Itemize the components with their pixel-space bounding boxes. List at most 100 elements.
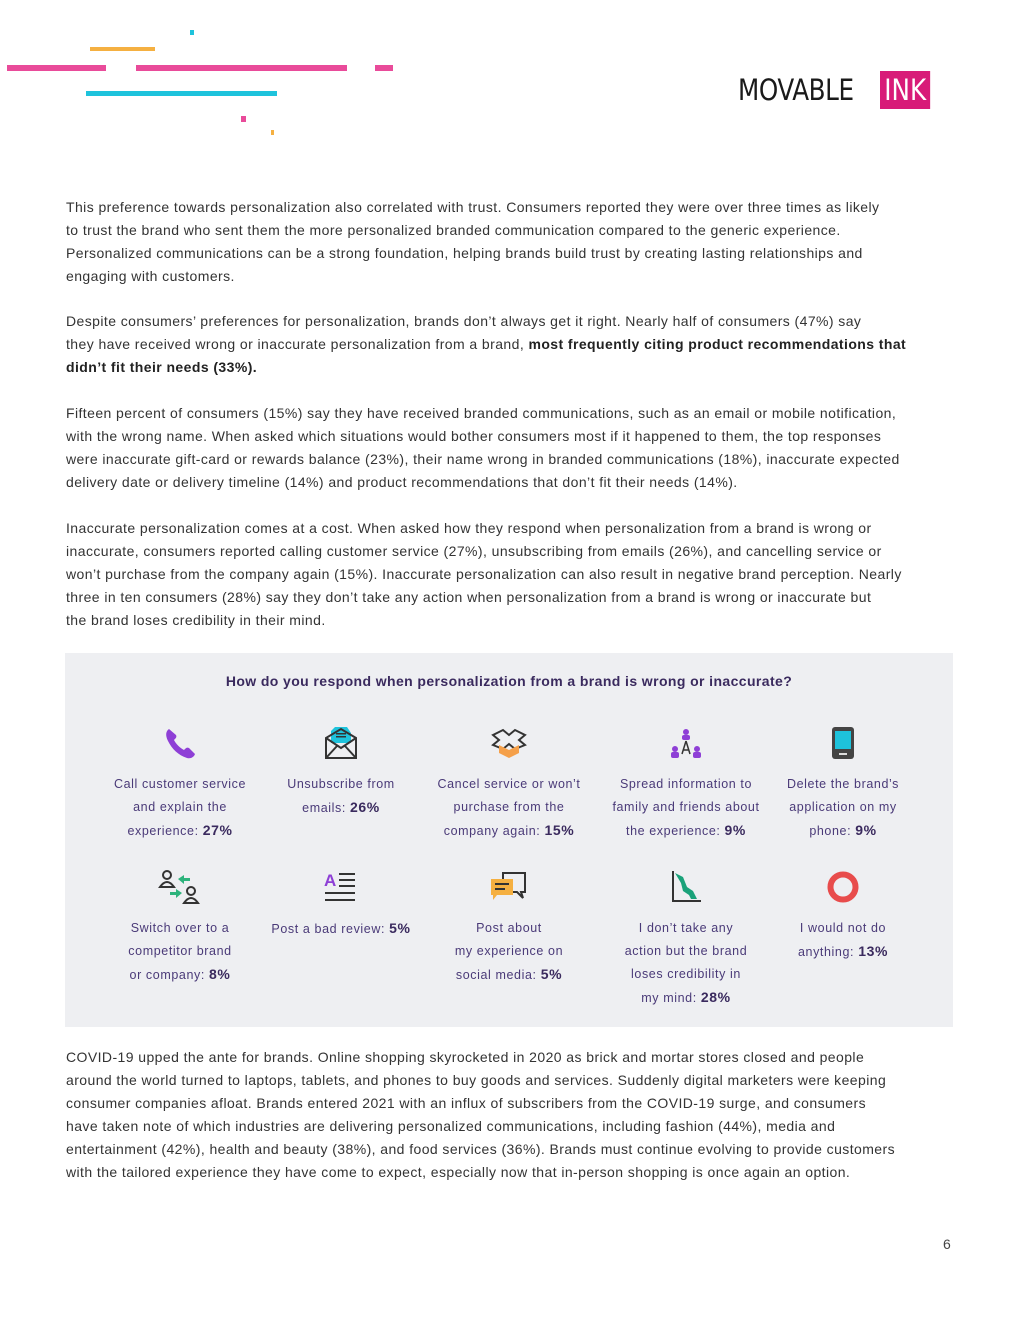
text-line: engaging with customers. xyxy=(66,265,879,288)
svg-text:A: A xyxy=(324,871,336,890)
deco-bar xyxy=(241,116,246,122)
text-line: This preference towards personalization … xyxy=(66,196,879,219)
deco-bar xyxy=(86,91,277,96)
text-line: didn’t fit their needs (33%). xyxy=(66,356,906,379)
response-item: Post about my experience on social media: … xyxy=(424,869,594,987)
text-segment: Despite consumers’ preferences for perso… xyxy=(66,313,862,329)
text-segment: around the world turned to laptops, tabl… xyxy=(66,1072,887,1088)
text-line: delivery date or delivery timeline (14%)… xyxy=(66,471,900,494)
response-item: I don’t take any action but the brand lose… xyxy=(601,869,771,1010)
text-segment: COVID-19 upped the ante for brands. Onli… xyxy=(66,1049,865,1065)
envelope-icon xyxy=(256,725,426,761)
page-number: 6 xyxy=(943,1236,951,1252)
response-item: A Post a bad review: 5% xyxy=(256,869,426,941)
label-text: phone: xyxy=(809,824,856,838)
text-line: to trust the brand who sent them the mor… xyxy=(66,219,879,242)
paragraph-inaccurate-personalization: Despite consumers’ preferences for perso… xyxy=(66,310,906,379)
text-segment: with the tailored experience they have c… xyxy=(66,1164,851,1180)
open-box-icon xyxy=(424,725,594,761)
deco-bar xyxy=(7,65,106,71)
label-text: Unsubscribe from xyxy=(287,777,395,791)
label-text: or company: xyxy=(129,968,210,982)
text-segment: entertainment (42%), health and beauty (… xyxy=(66,1141,896,1157)
label-text: I would not do xyxy=(799,921,887,935)
label-text: purchase from the xyxy=(453,800,565,814)
label-text: anything: xyxy=(797,945,859,959)
text-line: have taken note of which industries are … xyxy=(66,1115,895,1138)
text-segment: were inaccurate gift-card or rewards bal… xyxy=(66,451,900,467)
chat-bubbles-icon xyxy=(424,869,594,905)
paragraph-covid: COVID-19 upped the ante for brands. Onli… xyxy=(66,1046,895,1184)
paragraph-trust: This preference towards personalization … xyxy=(66,196,879,288)
label-text: emails: xyxy=(302,801,351,815)
response-percentage: 26% xyxy=(350,799,380,815)
text-segment: engaging with customers. xyxy=(66,268,235,284)
response-item: Delete the brand’s application on my phone… xyxy=(758,725,928,843)
label-text: social media: xyxy=(455,968,541,982)
text-line: were inaccurate gift-card or rewards bal… xyxy=(66,448,900,471)
text-line: Fifteen percent of consumers (15%) say t… xyxy=(66,402,900,425)
response-item: Cancel service or won’t purchase from the… xyxy=(424,725,594,843)
text-line: won’t purchase from the company again (1… xyxy=(66,563,902,586)
label-text: Post about xyxy=(476,921,542,935)
logo-text: MOVABLE xyxy=(738,73,854,107)
response-label: I would not do anything: 13% xyxy=(758,917,928,964)
response-label: Call customer service and explain the expe… xyxy=(95,773,265,843)
declining-chart-icon xyxy=(601,869,771,905)
label-text: Cancel service or won’t xyxy=(437,777,581,791)
text-line: three in ten consumers (28%) say they do… xyxy=(66,586,902,609)
label-text: application on my xyxy=(789,800,897,814)
text-segment: Personalized communications can be a str… xyxy=(66,245,863,261)
smartphone-icon xyxy=(758,725,928,761)
text-segment: won’t purchase from the company again (1… xyxy=(66,566,902,582)
response-label: Spread information to family and friends … xyxy=(601,773,771,843)
response-percentage: 9% xyxy=(724,822,746,838)
text-line: Despite consumers’ preferences for perso… xyxy=(66,310,906,333)
label-text: company again: xyxy=(443,824,545,838)
phone-icon xyxy=(95,725,265,761)
text-line: they have received wrong or inaccurate p… xyxy=(66,333,906,356)
label-text: Post a bad review: xyxy=(271,922,390,936)
text-segment: they have received wrong or inaccurate p… xyxy=(66,336,529,352)
response-percentage: 9% xyxy=(855,822,877,838)
deco-bar xyxy=(375,65,393,71)
response-percentage: 28% xyxy=(700,989,731,1005)
deco-bar xyxy=(190,30,194,35)
text-segment: have taken note of which industries are … xyxy=(66,1118,836,1134)
movable-ink-logo: MOVABLE INK xyxy=(738,68,939,112)
response-label: Post about my experience on social media: … xyxy=(424,917,594,987)
response-label: Unsubscribe from emails: 26% xyxy=(256,773,426,820)
text-segment: the brand loses credibility in their min… xyxy=(66,612,326,628)
logo-accent: INK xyxy=(880,71,931,109)
text-line: Personalized communications can be a str… xyxy=(66,242,879,265)
label-text: action but the brand xyxy=(624,944,748,958)
response-item: I would not do anything: 13% xyxy=(758,869,928,964)
infographic-title: How do you respond when personalization … xyxy=(225,673,793,689)
response-percentage: 27% xyxy=(202,822,233,838)
text-segment: consumer companies afloat. Brands entere… xyxy=(66,1095,867,1111)
response-label: Post a bad review: 5% xyxy=(256,917,426,941)
label-text: loses credibility in xyxy=(631,967,741,981)
text-review-icon: A xyxy=(256,869,426,905)
switch-users-icon xyxy=(95,869,265,905)
text-segment: inaccurate, consumers reported calling c… xyxy=(66,543,882,559)
text-segment: This preference towards personalization … xyxy=(66,199,880,215)
label-text: Switch over to a xyxy=(130,921,230,935)
text-segment: delivery date or delivery timeline (14%)… xyxy=(66,474,738,490)
circle-icon xyxy=(758,869,928,905)
label-text: Call customer service xyxy=(113,777,247,791)
label-text: competitor brand xyxy=(128,944,232,958)
text-segment: Fifteen percent of consumers (15%) say t… xyxy=(66,405,897,421)
text-line: with the tailored experience they have c… xyxy=(66,1161,895,1184)
response-item: Call customer service and explain the expe… xyxy=(95,725,265,843)
text-line: entertainment (42%), health and beauty (… xyxy=(66,1138,895,1161)
text-segment: three in ten consumers (28%) say they do… xyxy=(66,589,872,605)
deco-bar xyxy=(90,47,155,51)
response-percentage: 15% xyxy=(544,822,575,838)
text-segment: with the wrong name. When asked which si… xyxy=(66,428,882,444)
response-item: Spread information to family and friends … xyxy=(601,725,771,843)
response-label: Switch over to a competitor brand or compa… xyxy=(95,917,265,987)
text-line: consumer companies afloat. Brands entere… xyxy=(66,1092,895,1115)
response-percentage: 8% xyxy=(209,966,231,982)
